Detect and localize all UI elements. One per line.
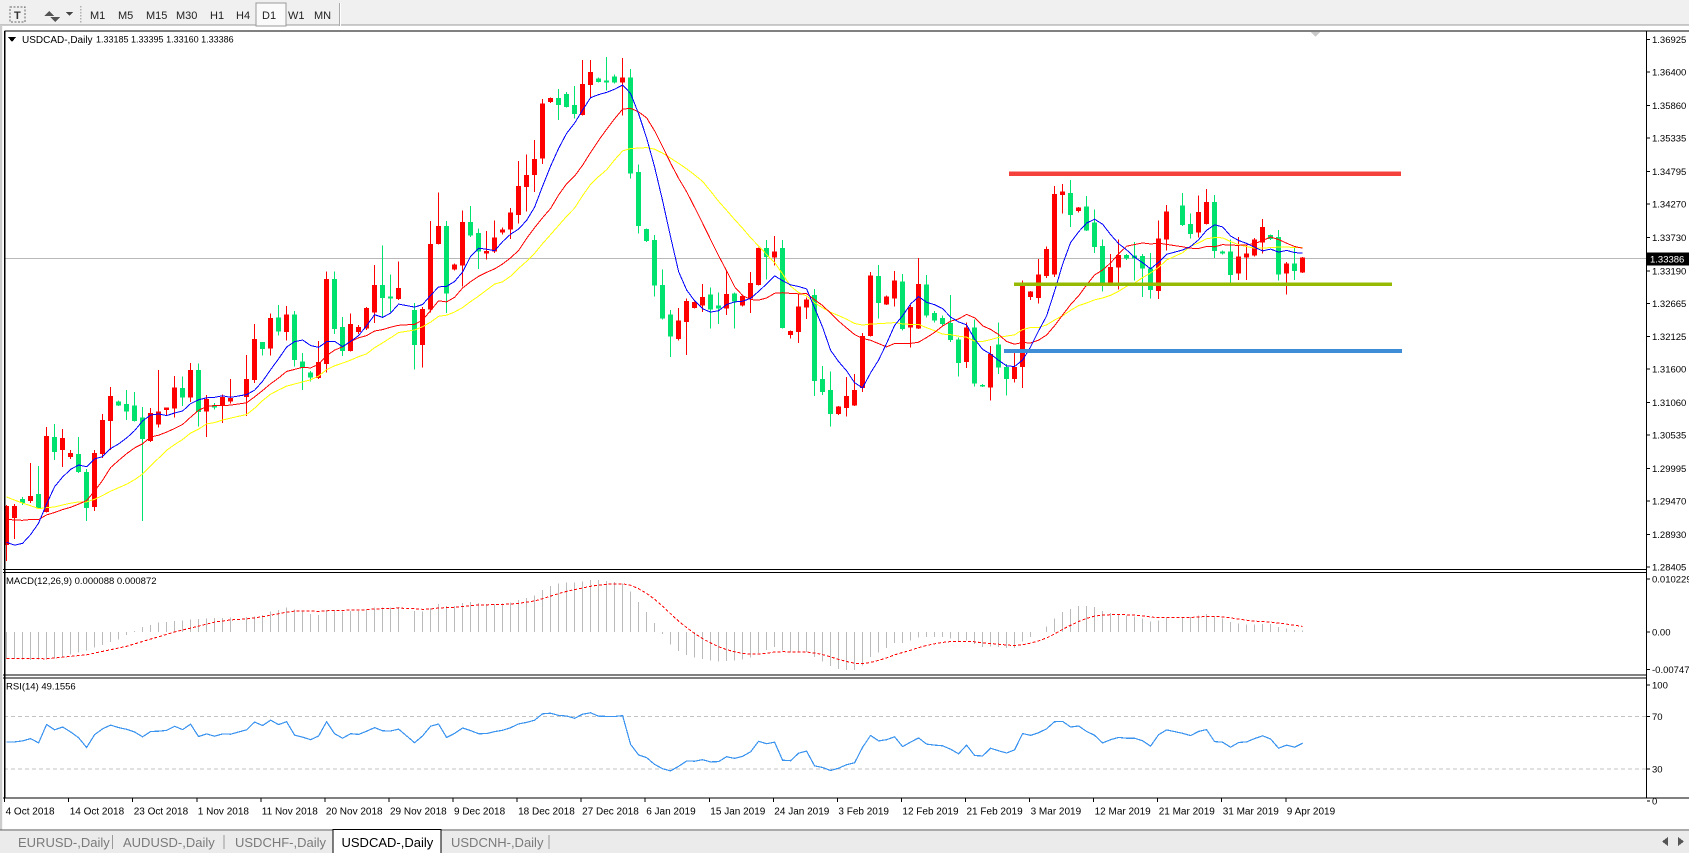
svg-text:M15: M15 [146,10,167,22]
svg-text:AUDUSD-,Daily: AUDUSD-,Daily [123,835,215,850]
svg-text:EURUSD-,Daily: EURUSD-,Daily [18,835,110,850]
svg-text:0.00: 0.00 [1652,628,1671,639]
svg-text:9 Apr 2019: 9 Apr 2019 [1287,807,1336,818]
svg-text:9 Dec 2018: 9 Dec 2018 [454,807,506,818]
svg-text:12 Mar 2019: 12 Mar 2019 [1095,807,1152,818]
svg-text:24 Jan 2019: 24 Jan 2019 [774,807,829,818]
svg-text:21 Feb 2019: 21 Feb 2019 [967,807,1024,818]
svg-text:-0.007477: -0.007477 [1652,665,1689,676]
svg-text:6 Jan 2019: 6 Jan 2019 [646,807,696,818]
svg-text:27 Dec 2018: 27 Dec 2018 [582,807,639,818]
svg-text:4 Oct 2018: 4 Oct 2018 [6,807,55,818]
svg-text:1.28405: 1.28405 [1652,562,1686,573]
svg-text:T: T [14,10,21,22]
svg-text:RSI(14) 49.1556: RSI(14) 49.1556 [6,682,76,693]
svg-text:M30: M30 [176,10,197,22]
svg-text:1.29995: 1.29995 [1652,464,1686,475]
svg-text:1.35335: 1.35335 [1652,134,1686,145]
svg-text:31 Mar 2019: 31 Mar 2019 [1223,807,1280,818]
svg-text:1.35860: 1.35860 [1652,101,1686,112]
svg-text:1.32125: 1.32125 [1652,332,1686,343]
svg-text:1.30535: 1.30535 [1652,431,1686,442]
svg-text:1.34795: 1.34795 [1652,167,1686,178]
svg-text:USDCAD-,Daily: USDCAD-,Daily [22,35,93,46]
svg-text:MACD(12,26,9) 0.000088 0.00087: MACD(12,26,9) 0.000088 0.000872 [6,576,157,587]
svg-text:USDCNH-,Daily: USDCNH-,Daily [451,835,544,850]
svg-text:3 Feb 2019: 3 Feb 2019 [838,807,889,818]
svg-text:70: 70 [1652,712,1663,723]
svg-text:11 Nov 2018: 11 Nov 2018 [262,807,318,818]
svg-text:30: 30 [1652,765,1663,776]
svg-text:H4: H4 [236,10,250,22]
svg-text:3 Mar 2019: 3 Mar 2019 [1031,807,1082,818]
svg-text:M5: M5 [118,10,133,22]
svg-text:0.010229: 0.010229 [1652,575,1689,586]
svg-text:0: 0 [1652,797,1657,808]
svg-text:15 Jan 2019: 15 Jan 2019 [710,807,765,818]
svg-text:1.28930: 1.28930 [1652,530,1686,541]
svg-text:1.31060: 1.31060 [1652,398,1686,409]
svg-text:1.33730: 1.33730 [1652,233,1686,244]
svg-text:USDCAD-,Daily: USDCAD-,Daily [342,835,434,850]
svg-text:14 Oct 2018: 14 Oct 2018 [70,807,125,818]
svg-text:21 Mar 2019: 21 Mar 2019 [1159,807,1216,818]
svg-text:1.36925: 1.36925 [1652,35,1686,46]
svg-text:1.33190: 1.33190 [1652,266,1686,277]
svg-text:23 Oct 2018: 23 Oct 2018 [134,807,189,818]
svg-text:1.33185 1.33395 1.33160 1.3338: 1.33185 1.33395 1.33160 1.33386 [96,35,234,45]
svg-text:29 Nov 2018: 29 Nov 2018 [390,807,447,818]
svg-text:1 Nov 2018: 1 Nov 2018 [198,807,250,818]
svg-text:1.31600: 1.31600 [1652,365,1686,376]
svg-text:100: 100 [1652,680,1668,691]
svg-text:1.29470: 1.29470 [1652,497,1686,508]
svg-text:D1: D1 [262,10,276,22]
svg-text:20 Nov 2018: 20 Nov 2018 [326,807,383,818]
svg-text:1.34270: 1.34270 [1652,200,1686,211]
svg-text:H1: H1 [210,10,224,22]
svg-text:12 Feb 2019: 12 Feb 2019 [902,807,959,818]
svg-text:USDCHF-,Daily: USDCHF-,Daily [235,835,327,850]
svg-text:M1: M1 [90,10,105,22]
svg-text:W1: W1 [288,10,305,22]
svg-text:1.36400: 1.36400 [1652,68,1686,79]
svg-text:18 Dec 2018: 18 Dec 2018 [518,807,575,818]
svg-text:1.33386: 1.33386 [1650,255,1684,266]
svg-text:MN: MN [314,10,331,22]
svg-text:1.32665: 1.32665 [1652,299,1686,310]
